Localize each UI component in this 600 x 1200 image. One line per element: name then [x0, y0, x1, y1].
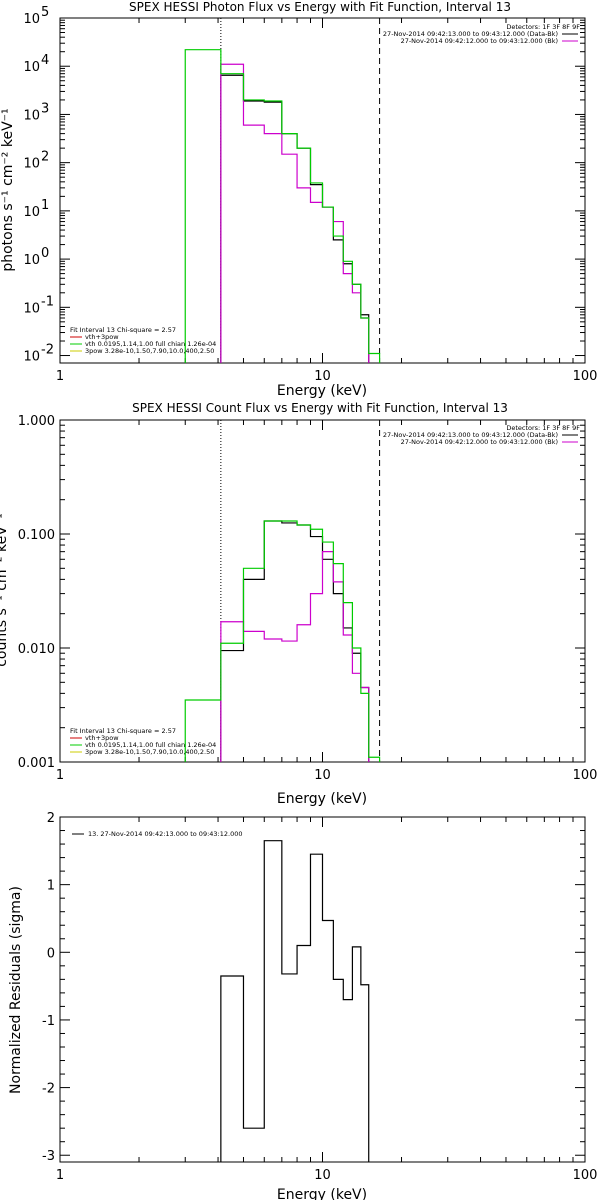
- y-tick-label: 0.001: [18, 756, 55, 771]
- count-flux-x-ticks: 1 10 100: [56, 420, 598, 783]
- photon-flux-x-ticks: 1 10 100: [56, 18, 598, 384]
- y-tick-label: 10: [23, 12, 40, 27]
- x-tick-label: 1: [56, 768, 64, 783]
- photon-flux-legend-entry-bk: 27-Nov-2014 09:42:12.000 to 09:43:12.000…: [401, 37, 558, 45]
- y-tick-exponent: 3: [41, 101, 49, 116]
- residuals-panel: Energy (keV) Normalized Residuals (sigma…: [8, 811, 597, 1200]
- series-bk-line: [220, 63, 370, 363]
- series-residuals-line: [220, 840, 370, 1162]
- y-tick-label: 10: [23, 108, 40, 123]
- residuals-x-ticks: 1 10 100: [56, 817, 598, 1183]
- y-tick-exponent: 0: [41, 246, 49, 261]
- x-tick-label: 1: [56, 369, 64, 384]
- y-tick-label: 10: [23, 350, 40, 365]
- series-data-bk-line: [220, 520, 370, 762]
- photon-flux-legend-entry-data: 27-Nov-2014 09:42:13.000 to 09:43:12.000…: [383, 30, 558, 38]
- residuals-xlabel: Energy (keV): [277, 1187, 367, 1200]
- photon-flux-legend-top: Detectors: 1F 3F 8F 9F 27-Nov-2014 09:42…: [383, 23, 580, 45]
- count-flux-legend-total: vth+3pow: [85, 734, 119, 742]
- y-tick-label: -1: [42, 1014, 55, 1029]
- photon-flux-detectors: Detectors: 1F 3F 8F 9F: [506, 23, 580, 31]
- y-tick-exponent: 5: [41, 5, 49, 20]
- photon-flux-ylabel: photons s⁻¹ cm⁻² keV⁻¹: [0, 108, 16, 271]
- count-flux-title: SPEX HESSI Count Flux vs Energy with Fit…: [132, 401, 508, 415]
- y-tick-label: 0.010: [18, 642, 55, 657]
- count-flux-ylabel: counts s⁻¹ cm⁻² keV⁻¹: [0, 513, 10, 667]
- y-tick-exponent: 1: [41, 198, 49, 213]
- y-tick-label: 1.000: [18, 414, 55, 429]
- photon-flux-panel: SPEX HESSI Photon Flux vs Energy with Fi…: [0, 0, 597, 399]
- x-tick-label: 10: [314, 369, 331, 384]
- y-tick-label: 0: [47, 946, 55, 961]
- x-tick-label: 100: [573, 1168, 598, 1183]
- residuals-legend: 13. 27-Nov-2014 09:42:13.000 to 09:43:12…: [72, 830, 242, 838]
- count-flux-legend-entry-bk: 27-Nov-2014 09:42:12.000 to 09:43:12.000…: [401, 438, 558, 446]
- photon-flux-legend-bottom: Fit Interval 13 Chi-square = 2.57 vth+3p…: [70, 326, 216, 355]
- photon-flux-legend-total: vth+3pow: [85, 333, 119, 341]
- residuals-y-ticks: -3 -2 -1 0 1 2: [42, 811, 585, 1164]
- residuals-legend-text: 13. 27-Nov-2014 09:42:13.000 to 09:43:12…: [88, 830, 242, 838]
- y-tick-label: 10: [23, 60, 40, 75]
- y-tick-exponent: 4: [41, 53, 49, 68]
- residuals-series: [220, 840, 370, 1162]
- y-tick-label: -2: [42, 1082, 55, 1097]
- count-flux-legend-bottom: Fit Interval 13 Chi-square = 2.57 vth+3p…: [70, 727, 216, 756]
- y-tick-exponent: -2: [41, 343, 54, 358]
- x-tick-label: 1: [56, 1168, 64, 1183]
- photon-flux-legend-3pow: 3pow 3.28e-10,1.50,7.90,10.0,400,2.50: [85, 347, 214, 355]
- series-vth-3pow-line: [184, 49, 381, 363]
- count-flux-fit-header: Fit Interval 13 Chi-square = 2.57: [70, 727, 176, 735]
- y-tick-label: -3: [42, 1149, 55, 1164]
- series-bk-line: [220, 551, 370, 762]
- count-flux-fit-range-lines: [220, 420, 381, 762]
- y-tick-label: 2: [47, 811, 55, 826]
- y-tick-label: 0.100: [18, 528, 55, 543]
- count-flux-legend-entry-data: 27-Nov-2014 09:42:13.000 to 09:43:12.000…: [383, 431, 558, 439]
- count-flux-detectors: Detectors: 1F 3F 8F 9F: [506, 424, 580, 432]
- count-flux-series: [184, 520, 381, 762]
- photon-flux-fit-range-lines: [220, 18, 381, 363]
- photon-flux-fit-header: Fit Interval 13 Chi-square = 2.57: [70, 326, 176, 334]
- count-flux-legend-top: Detectors: 1F 3F 8F 9F 27-Nov-2014 09:42…: [383, 424, 580, 446]
- photon-flux-legend-vth: vth 0.0195,1.14,1.00 full chian 1.26e-04: [85, 340, 216, 348]
- y-tick-exponent: -1: [41, 294, 54, 309]
- y-tick-label: 10: [23, 253, 40, 268]
- count-flux-legend-vth: vth 0.0195,1.14,1.00 full chian 1.26e-04: [85, 741, 216, 749]
- y-tick-label: 10: [23, 301, 40, 316]
- y-tick-exponent: 2: [41, 150, 49, 165]
- photon-flux-series: [184, 49, 381, 363]
- x-tick-label: 10: [314, 768, 331, 783]
- x-tick-label: 10: [314, 1168, 331, 1183]
- y-tick-label: 1: [47, 879, 55, 894]
- photon-flux-xlabel: Energy (keV): [277, 383, 367, 399]
- count-flux-panel: SPEX HESSI Count Flux vs Energy with Fit…: [0, 401, 597, 807]
- y-tick-label: 10: [23, 205, 40, 220]
- count-flux-y-ticks: 0.001 0.010 0.100 1.000: [18, 414, 585, 771]
- count-flux-legend-3pow: 3pow 3.28e-10,1.50,7.90,10.0,400,2.50: [85, 748, 214, 756]
- count-flux-xlabel: Energy (keV): [277, 791, 367, 807]
- y-tick-label: 10: [23, 157, 40, 172]
- x-tick-label: 100: [573, 768, 598, 783]
- x-tick-label: 100: [573, 369, 598, 384]
- residuals-ylabel: Normalized Residuals (sigma): [8, 886, 24, 1094]
- photon-flux-title: SPEX HESSI Photon Flux vs Energy with Fi…: [129, 0, 511, 14]
- series-vth-3pow-line: [184, 520, 381, 762]
